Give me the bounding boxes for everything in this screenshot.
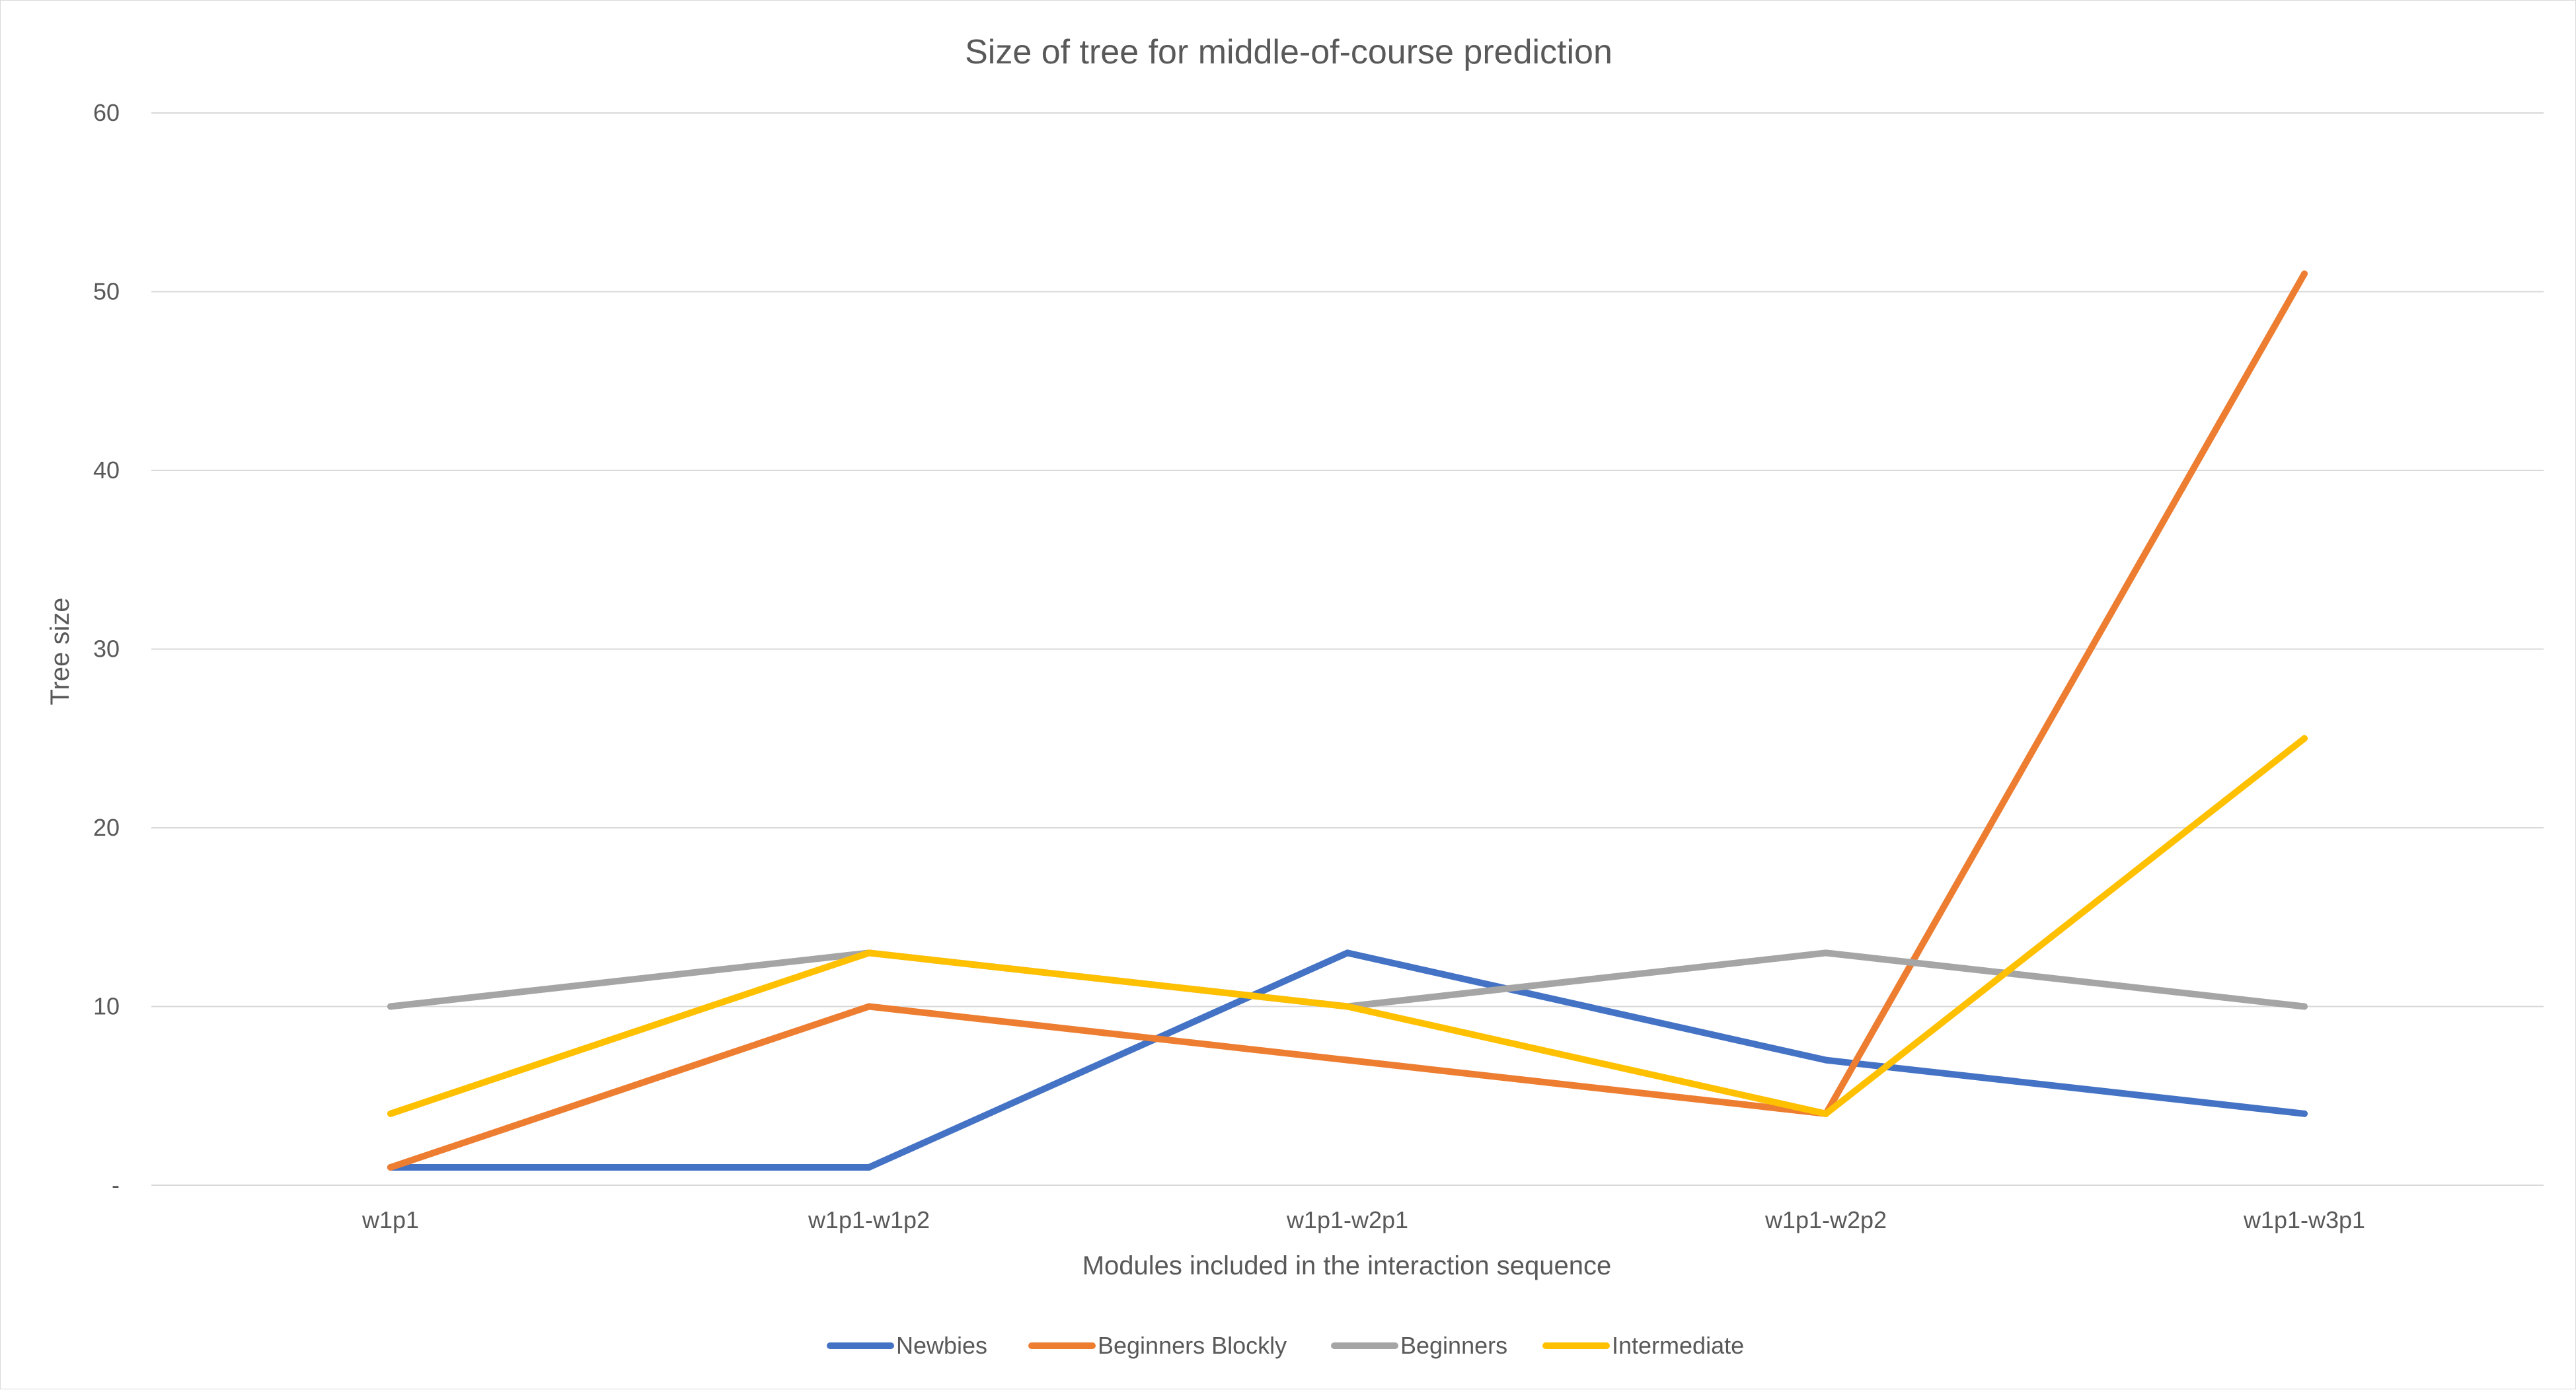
plot-series: [387, 270, 2308, 1171]
data-point: [387, 1003, 394, 1010]
x-tick-label: w1p1-w2p1: [1286, 1206, 1408, 1233]
x-tick-label: w1p1-w3p1: [2243, 1206, 2365, 1233]
x-tick-label: w1p1: [361, 1206, 419, 1233]
data-point: [866, 1163, 872, 1171]
legend-item: Beginners: [1331, 1332, 1507, 1359]
legend: Newbies Beginners Blockly Beginners Interme…: [827, 1332, 1744, 1359]
data-point: [2301, 270, 2308, 277]
legend-item: Newbies: [827, 1332, 987, 1359]
series-line-beginners-blockly: [387, 270, 2308, 1171]
y-tick-label: 40: [93, 457, 120, 484]
data-point: [1344, 1056, 1351, 1064]
data-point: [387, 1110, 394, 1117]
x-axis-title: Modules included in the interaction sequ…: [1082, 1251, 1612, 1280]
data-point: [1823, 949, 1829, 957]
data-point: [1344, 949, 1351, 957]
data-point: [866, 949, 872, 957]
data-point: [2301, 1110, 2308, 1117]
y-tick-label: -: [112, 1171, 120, 1198]
y-tick-label: 20: [93, 814, 120, 841]
data-point: [387, 1163, 394, 1171]
data-point: [1823, 1056, 1829, 1064]
x-tick-label: w1p1-w2p2: [1764, 1206, 1887, 1233]
y-tick-label: 50: [93, 278, 120, 305]
legend-label: Beginners: [1400, 1332, 1507, 1359]
y-axis-title: Tree size: [46, 597, 75, 705]
y-tick-label: 30: [93, 636, 120, 663]
x-axis-ticks: w1p1 w1p1-w1p2 w1p1-w2p1 w1p1-w2p2 w1p1-w3p1: [361, 1206, 2365, 1233]
gridlines: [151, 112, 2544, 1186]
y-axis-ticks: - 10 20 30 40 50 60: [93, 99, 120, 1198]
data-point: [1823, 1110, 1829, 1117]
legend-label: Intermediate: [1612, 1332, 1744, 1359]
x-tick-label: w1p1-w1p2: [808, 1206, 930, 1233]
data-point: [866, 1003, 872, 1010]
legend-label: Newbies: [896, 1332, 987, 1359]
legend-label: Beginners Blockly: [1098, 1332, 1287, 1359]
legend-item: Beginners Blockly: [1028, 1332, 1287, 1359]
y-tick-label: 60: [93, 99, 120, 126]
data-point: [2301, 1003, 2308, 1010]
chart-title: Size of tree for middle-of-course predic…: [965, 33, 1612, 71]
data-point: [1344, 1003, 1351, 1010]
y-tick-label: 10: [93, 993, 120, 1020]
data-point: [2301, 735, 2308, 742]
legend-item: Intermediate: [1542, 1332, 1744, 1359]
